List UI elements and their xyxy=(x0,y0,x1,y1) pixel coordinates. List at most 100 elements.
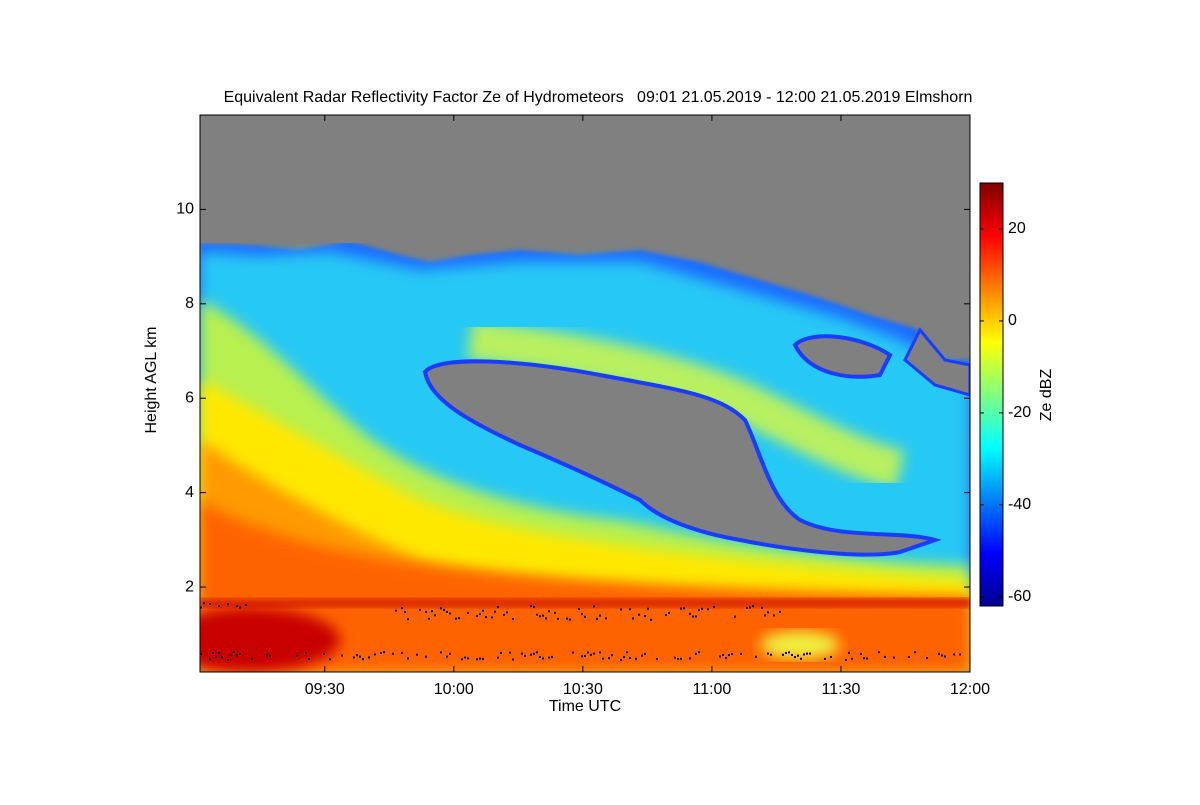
detection-dot xyxy=(809,652,811,655)
detection-dot xyxy=(548,610,550,613)
detection-dot xyxy=(233,651,235,654)
detection-dot xyxy=(416,653,418,656)
detection-dot xyxy=(554,611,556,614)
detection-dot xyxy=(542,614,544,617)
detection-dot xyxy=(629,608,631,611)
detection-dot xyxy=(533,606,535,609)
reflectivity-field xyxy=(200,115,970,672)
detection-dot xyxy=(392,652,394,655)
detection-dot xyxy=(395,609,397,612)
detection-dot xyxy=(650,618,652,621)
detection-dot xyxy=(533,652,535,655)
detection-dot xyxy=(551,655,553,658)
detection-dot xyxy=(269,654,271,657)
rain-light xyxy=(760,631,840,659)
detection-dot xyxy=(500,652,502,655)
x-tick-label: 11:30 xyxy=(822,681,861,698)
plot-frame xyxy=(199,114,971,673)
colorbar-tick-label: -40 xyxy=(1008,496,1031,513)
detection-dot xyxy=(698,651,700,654)
detection-dot xyxy=(623,656,625,659)
detection-dot xyxy=(479,657,481,660)
detection-dot xyxy=(218,605,220,608)
detection-dot xyxy=(329,658,331,661)
detection-dot xyxy=(227,603,229,606)
detection-dot xyxy=(656,657,658,660)
detection-dot xyxy=(779,610,781,613)
detection-dot xyxy=(800,657,802,660)
detection-dot xyxy=(914,651,916,654)
detection-dot xyxy=(494,610,496,613)
detection-dot xyxy=(503,613,505,616)
detection-dot xyxy=(380,652,382,655)
detection-dot xyxy=(425,610,427,613)
detection-dot xyxy=(530,653,532,656)
detection-dot xyxy=(428,617,430,620)
detection-dot xyxy=(353,656,355,659)
y-tick-label: 4 xyxy=(185,484,194,501)
detection-dot xyxy=(368,656,370,659)
detection-dot xyxy=(707,608,709,611)
detection-dot xyxy=(791,654,793,657)
detection-dot xyxy=(485,616,487,619)
detection-dot xyxy=(479,613,481,616)
detection-dot xyxy=(212,651,214,654)
detection-dot xyxy=(476,658,478,661)
detection-dot xyxy=(467,612,469,615)
detection-dot xyxy=(602,657,604,660)
detection-dot xyxy=(725,657,727,660)
detection-dot xyxy=(374,653,376,656)
detection-dot xyxy=(629,657,631,660)
detection-dot xyxy=(404,610,406,613)
detection-dot xyxy=(689,612,691,615)
detection-dot xyxy=(893,656,895,659)
detection-dot xyxy=(773,614,775,617)
y-tick-label: 8 xyxy=(185,295,194,312)
detection-dot xyxy=(215,655,217,658)
detection-dot xyxy=(251,657,253,660)
detection-dot xyxy=(455,617,457,620)
detection-dot xyxy=(824,657,826,660)
detection-dot xyxy=(536,613,538,616)
detection-dot xyxy=(863,657,865,660)
x-tick-label: 10:30 xyxy=(563,681,603,698)
detection-dot xyxy=(719,655,721,658)
detection-dot xyxy=(557,617,559,620)
detection-dot xyxy=(476,614,478,617)
detection-dot xyxy=(407,618,409,621)
x-tick-label: 09:30 xyxy=(305,681,345,698)
detection-dot xyxy=(521,652,523,655)
detection-dot xyxy=(722,654,724,657)
detection-dot xyxy=(581,655,583,658)
detection-dot xyxy=(218,651,220,654)
detection-dot xyxy=(425,655,427,658)
detection-dot xyxy=(941,654,943,657)
detection-dot xyxy=(701,607,703,610)
detection-dot xyxy=(593,652,595,655)
detection-dot xyxy=(683,607,685,610)
detection-dot xyxy=(572,651,574,654)
band-yellow xyxy=(467,320,906,490)
detection-dot xyxy=(605,617,607,620)
detection-dot xyxy=(383,651,385,654)
detection-dot xyxy=(788,651,790,654)
detection-dot xyxy=(209,658,211,661)
detection-dot xyxy=(596,617,598,620)
detection-dot xyxy=(407,657,409,660)
detection-dot xyxy=(731,652,733,655)
detection-dot xyxy=(440,651,442,654)
detection-dot xyxy=(593,605,595,608)
clear-sky xyxy=(200,115,970,243)
detection-dot xyxy=(740,653,742,656)
detection-dot xyxy=(548,656,550,659)
clear-gap xyxy=(422,359,942,557)
detection-dot xyxy=(620,658,622,661)
detection-dot xyxy=(497,656,499,659)
detection-dot xyxy=(584,654,586,657)
detection-dot xyxy=(641,654,643,657)
detection-dot xyxy=(539,656,541,659)
detection-dot xyxy=(674,656,676,659)
colorbar-tick-label: -60 xyxy=(1008,588,1031,605)
detection-dot xyxy=(647,607,649,610)
detection-dot xyxy=(608,657,610,660)
